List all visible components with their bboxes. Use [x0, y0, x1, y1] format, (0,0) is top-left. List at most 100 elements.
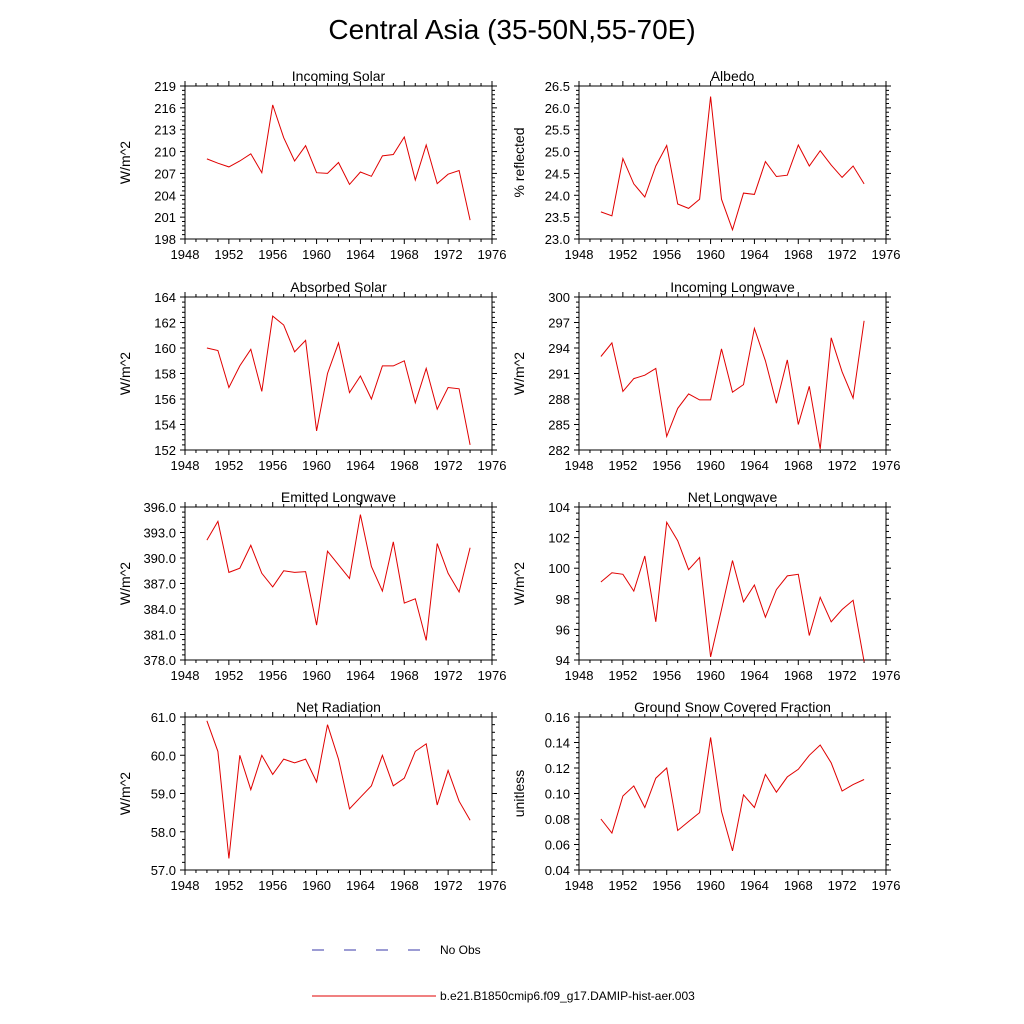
y-tick-label: 381.0	[143, 628, 176, 643]
y-tick-label: 282	[548, 443, 570, 458]
x-tick-label: 1948	[171, 878, 200, 893]
x-tick-label: 1956	[258, 668, 287, 683]
chart-panel-7: Net Radiation W/m^2 1948 1952 1956 1960 1964 19…	[117, 699, 506, 893]
x-tick-label: 1952	[214, 878, 243, 893]
x-tick-label: 1960	[302, 247, 331, 262]
x-tick-label: 1960	[696, 878, 725, 893]
panel-title: Incoming Solar	[292, 68, 386, 84]
panel-title: Incoming Longwave	[670, 279, 795, 295]
panel-title: Ground Snow Covered Fraction	[634, 699, 831, 715]
y-tick-label: 162	[154, 316, 176, 331]
chart-panel-6: Net Longwave W/m^2 1948 1952 1956 1960 1964 196…	[511, 489, 900, 683]
y-tick-label: 285	[548, 418, 570, 433]
legend-model-label: b.e21.B1850cmip6.f09_g17.DAMIP-hist-aer.…	[440, 989, 695, 1003]
y-axis-label: unitless	[511, 770, 527, 817]
x-tick-label: 1964	[346, 458, 375, 473]
y-tick-label: 24.5	[545, 166, 570, 181]
y-tick-label: 26.5	[545, 79, 570, 94]
y-tick-label: 94	[556, 653, 570, 668]
y-tick-label: 213	[154, 123, 176, 138]
y-axis-label: W/m^2	[511, 562, 527, 605]
x-tick-label: 1952	[608, 458, 637, 473]
y-tick-label: 294	[548, 341, 570, 356]
x-tick-label: 1972	[828, 668, 857, 683]
y-tick-label: 300	[548, 290, 570, 305]
x-tick-label: 1964	[346, 668, 375, 683]
y-tick-label: 204	[154, 188, 176, 203]
x-tick-label: 1956	[652, 878, 681, 893]
y-tick-label: 390.0	[143, 551, 176, 566]
y-tick-label: 219	[154, 79, 176, 94]
x-tick-label: 1956	[652, 668, 681, 683]
y-tick-label: 104	[548, 500, 570, 515]
y-tick-label: 152	[154, 443, 176, 458]
panel-title: Net Radiation	[296, 699, 381, 715]
panel-title: Emitted Longwave	[281, 489, 396, 505]
x-tick-label: 1952	[214, 247, 243, 262]
y-tick-label: 201	[154, 210, 176, 225]
x-tick-label: 1960	[302, 668, 331, 683]
y-tick-label: 0.08	[545, 812, 570, 827]
y-tick-label: 387.0	[143, 577, 176, 592]
x-tick-label: 1968	[390, 247, 419, 262]
chart-panel-1: Incoming Solar W/m^2 1948 1952 1956 1960 1964 1…	[117, 68, 506, 262]
y-tick-label: 0.06	[545, 838, 570, 853]
x-tick-label: 1976	[478, 878, 507, 893]
series-line	[206, 720, 471, 859]
y-tick-label: 160	[154, 341, 176, 356]
plot-frame	[184, 296, 493, 451]
y-tick-label: 0.16	[545, 710, 570, 725]
y-axis-label: W/m^2	[511, 352, 527, 395]
series-line	[600, 320, 865, 450]
plot-frame	[578, 506, 887, 661]
series-line	[206, 315, 471, 445]
y-tick-label: 25.0	[545, 145, 570, 160]
y-tick-label: 59.0	[151, 787, 176, 802]
y-tick-label: 154	[154, 418, 176, 433]
y-axis-label: W/m^2	[117, 141, 133, 184]
y-tick-label: 58.0	[151, 825, 176, 840]
x-tick-label: 1948	[565, 247, 594, 262]
x-tick-label: 1964	[740, 878, 769, 893]
y-tick-label: 210	[154, 145, 176, 160]
x-tick-label: 1968	[784, 878, 813, 893]
x-tick-label: 1960	[302, 878, 331, 893]
panel-title: Albedo	[711, 68, 755, 84]
x-tick-label: 1952	[608, 247, 637, 262]
x-tick-label: 1948	[171, 668, 200, 683]
y-tick-label: 156	[154, 392, 176, 407]
x-tick-label: 1952	[608, 878, 637, 893]
panel-title: Net Longwave	[688, 489, 778, 505]
y-tick-label: 396.0	[143, 500, 176, 515]
x-tick-label: 1960	[696, 668, 725, 683]
x-tick-label: 1948	[171, 458, 200, 473]
y-tick-label: 24.0	[545, 188, 570, 203]
x-tick-label: 1972	[434, 668, 463, 683]
x-tick-label: 1972	[828, 878, 857, 893]
x-tick-label: 1952	[214, 668, 243, 683]
x-tick-label: 1956	[652, 247, 681, 262]
y-tick-label: 96	[556, 622, 570, 637]
series-line	[206, 104, 471, 221]
chart-panel-5: Emitted Longwave W/m^2 1948 1952 1956 1960 196…	[117, 489, 506, 683]
x-tick-label: 1968	[390, 878, 419, 893]
x-tick-label: 1972	[828, 458, 857, 473]
x-tick-label: 1960	[696, 458, 725, 473]
y-axis-label: W/m^2	[117, 352, 133, 395]
x-tick-label: 1976	[872, 247, 901, 262]
series-line	[600, 96, 865, 232]
series-line	[600, 737, 865, 852]
chart-panel-4: Incoming Longwave W/m^2 1948 1952 1956 1960 19…	[511, 279, 900, 473]
y-tick-label: 393.0	[143, 526, 176, 541]
x-tick-label: 1968	[784, 668, 813, 683]
y-axis-label: % reflected	[511, 127, 527, 197]
x-tick-label: 1972	[434, 878, 463, 893]
x-tick-label: 1948	[171, 247, 200, 262]
y-tick-label: 26.0	[545, 101, 570, 116]
y-tick-label: 288	[548, 392, 570, 407]
x-tick-label: 1952	[214, 458, 243, 473]
chart-panel-3: Absorbed Solar W/m^2 1948 1952 1956 1960 1964 1…	[117, 279, 506, 473]
y-tick-label: 0.14	[545, 736, 570, 751]
y-tick-label: 23.5	[545, 210, 570, 225]
